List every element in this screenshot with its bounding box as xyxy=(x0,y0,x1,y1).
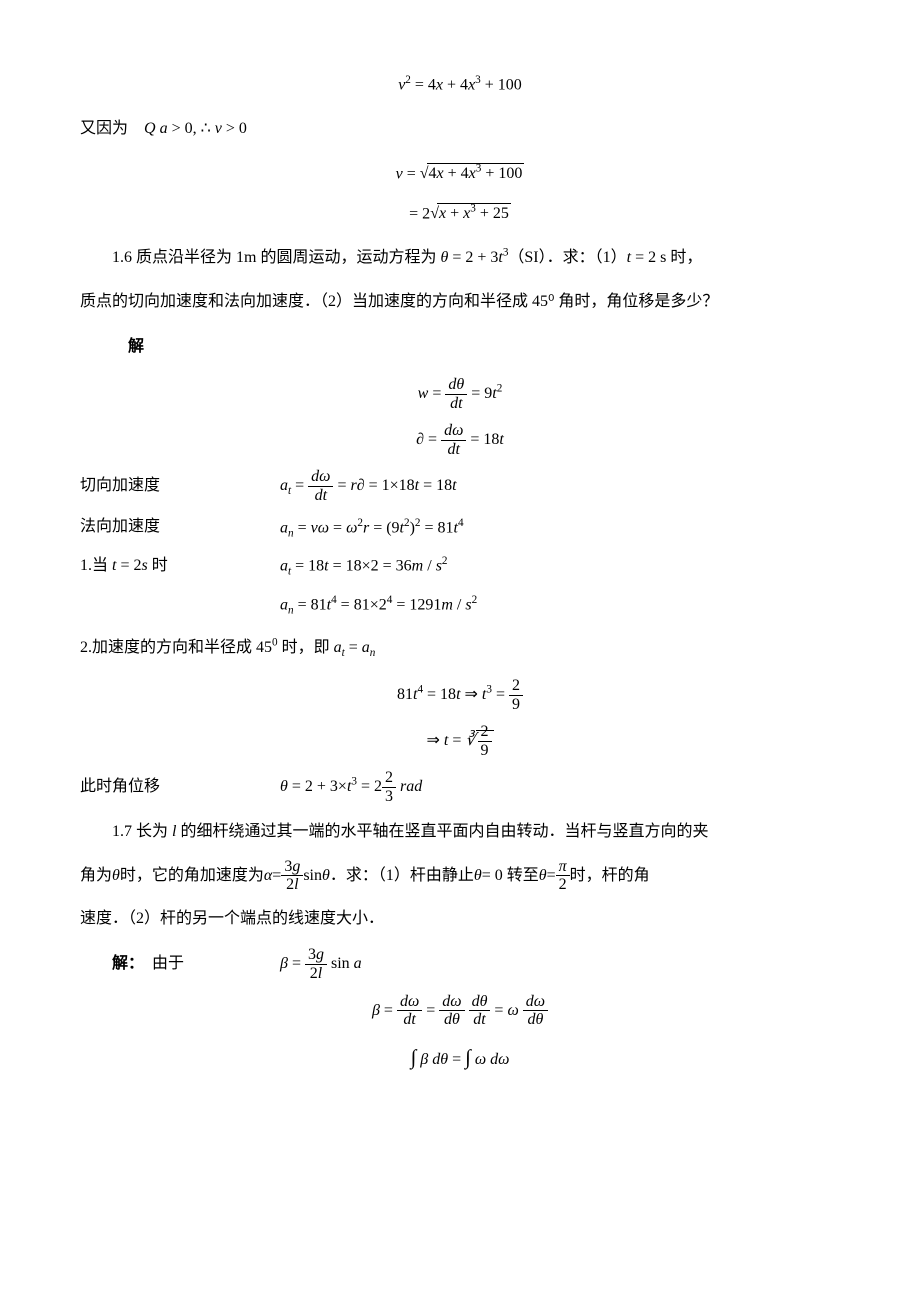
eq-beta-chain: β = dωdt = dωdθ dθdt = ω dωdθ xyxy=(80,993,840,1029)
problem-1-6: 1.6 质点沿半径为 1m 的圆周运动，运动方程为 θ = 2 + 3t3（SI… xyxy=(80,239,840,277)
problem-1-7b: 角为 θ 时，它的角加速度为 α = 3g2l sin θ．求：（1）杆由静止 … xyxy=(80,858,840,894)
row-angdisp: 此时角位移 θ = 2 + 3×t3 = 223 rad xyxy=(80,769,840,805)
problem-1-7c: 速度．（2）杆的另一个端点的线速度大小． xyxy=(80,900,840,938)
eq-integral: ∫ β dθ = ∫ ω dω xyxy=(80,1039,840,1076)
row-t2: 1.当 t = 2s 时 at = 18t = 18×2 = 36m / s2 xyxy=(80,551,840,582)
row-solve2: 解： 由于 β = 3g2l sin a xyxy=(80,946,840,982)
solve-label-1: 解 xyxy=(80,328,840,366)
problem-1-6b: 质点的切向加速度和法向加速度．（2）当加速度的方向和半径成 45⁰ 角时，角位移… xyxy=(80,283,840,321)
problem-1-7a: 1.7 长为 l 的细杆绕通过其一端的水平轴在竖直平面内自由转动．当杆与竖直方向… xyxy=(80,813,840,851)
row-an2: an = 81t4 = 81×24 = 1291m / s2 xyxy=(80,590,840,621)
row-tangential: 切向加速度 at = dωdt = r∂ = 1×18t = 18t xyxy=(80,468,840,504)
eq-partial: ∂ = dωdt = 18t xyxy=(80,422,840,458)
eq-omega: w = dθdt = 9t2 xyxy=(80,376,840,412)
eq-v-root2: = 2x + x3 + 25 xyxy=(80,199,840,229)
row-normal: 法向加速度 an = vω = ω2r = (9t2)2 = 81t4 xyxy=(80,513,840,544)
eq-v-squared: v2 = 4x + 4x3 + 100 xyxy=(80,70,840,100)
eq-t-cuberoot: ⇒ t = 29 xyxy=(80,723,840,759)
eq-81t4: 81t4 = 18t ⇒ t3 = 29 xyxy=(80,677,840,713)
eq-v-root1: v = 4x + 4x3 + 100 xyxy=(80,159,840,189)
row-45deg: 2.加速度的方向和半径成 450 时，即 at = an xyxy=(80,629,840,667)
because-text: 又因为 Q a > 0, ∴ v > 0 xyxy=(80,110,840,148)
